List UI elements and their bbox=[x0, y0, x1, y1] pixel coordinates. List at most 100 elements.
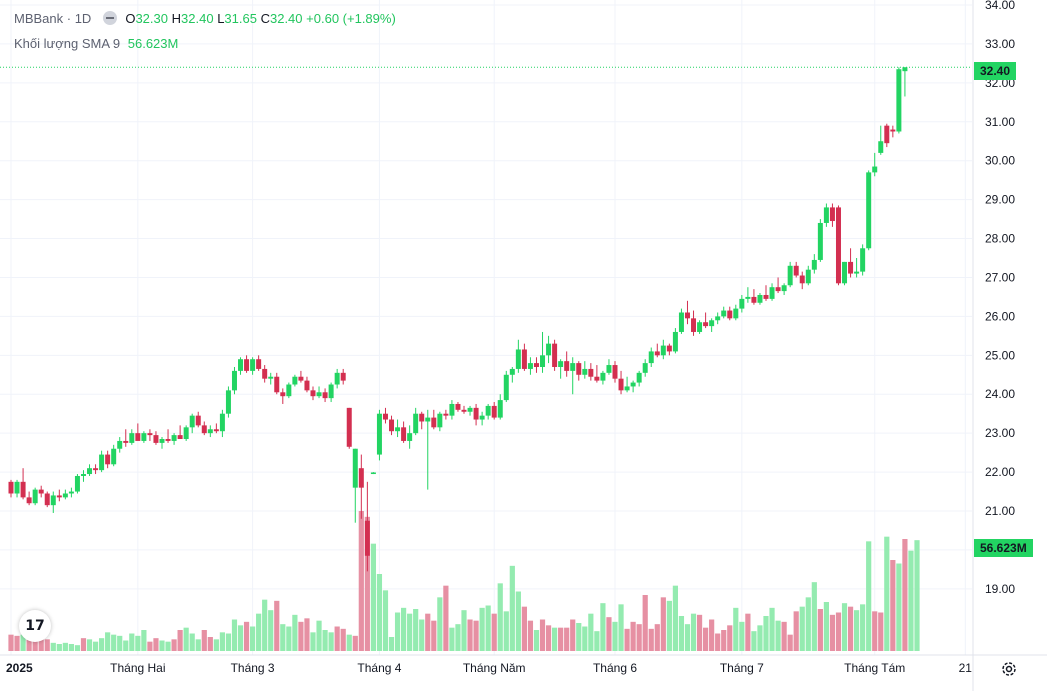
volume-bar bbox=[805, 597, 811, 651]
candle-body bbox=[171, 435, 177, 441]
volume-bar bbox=[111, 634, 117, 651]
candle-body bbox=[93, 468, 99, 471]
volume-bar bbox=[485, 605, 491, 651]
volume-bar bbox=[340, 628, 346, 651]
candle-body bbox=[310, 390, 316, 397]
candle-body bbox=[443, 413, 449, 416]
volume-bar bbox=[195, 639, 201, 651]
volume-bar bbox=[606, 617, 612, 651]
volume-bar bbox=[38, 638, 44, 651]
volume-bar bbox=[678, 616, 685, 651]
volume-bar bbox=[135, 635, 141, 651]
candle-body bbox=[189, 415, 195, 428]
candle-body bbox=[87, 468, 93, 475]
candle-body bbox=[292, 376, 298, 385]
candle-body bbox=[618, 378, 624, 391]
candle-body bbox=[576, 363, 582, 375]
candle-body bbox=[437, 413, 443, 428]
candle-body bbox=[497, 400, 503, 418]
candle-body bbox=[672, 331, 678, 352]
candle-body bbox=[401, 427, 407, 441]
candle-body bbox=[733, 308, 739, 319]
candle-body bbox=[823, 207, 829, 223]
volume-bar bbox=[847, 606, 854, 651]
candle-body bbox=[509, 368, 515, 375]
volume-bar bbox=[473, 620, 479, 651]
candle-body bbox=[757, 294, 763, 303]
volume-bar bbox=[86, 639, 93, 651]
candle-body bbox=[358, 468, 364, 488]
candle-body bbox=[709, 320, 715, 327]
volume-bar bbox=[407, 613, 413, 651]
tradingview-logo[interactable]: 17 bbox=[19, 610, 51, 642]
candle-body bbox=[449, 403, 455, 416]
y-tick-label: 19.00 bbox=[985, 582, 1015, 596]
candle-body bbox=[322, 392, 328, 399]
last-price-tag: 32.40 bbox=[974, 62, 1017, 80]
volume-sma-value: 56.623M bbox=[127, 36, 179, 51]
x-tick-label: Tháng Hai bbox=[110, 661, 165, 675]
candle-body bbox=[902, 67, 908, 72]
candle-body bbox=[817, 222, 823, 260]
y-tick-label: 25.00 bbox=[985, 348, 1015, 362]
close-label: C bbox=[260, 11, 270, 26]
candle-body bbox=[455, 403, 461, 410]
volume-bar bbox=[189, 633, 195, 651]
candle-body bbox=[225, 390, 231, 414]
volume-bar bbox=[382, 590, 389, 651]
candle-body bbox=[479, 415, 485, 420]
volume-bar bbox=[884, 536, 890, 651]
volume-bar bbox=[44, 639, 50, 651]
volume-bar bbox=[648, 628, 654, 651]
candle-body bbox=[364, 520, 370, 556]
candle-body bbox=[884, 125, 890, 144]
volume-sma-label[interactable]: Khối lượng SMA 9 bbox=[14, 36, 121, 51]
eye-hide-icon[interactable] bbox=[103, 11, 118, 25]
volume-bar bbox=[835, 612, 842, 651]
volume-bar bbox=[769, 607, 775, 651]
candle-body bbox=[195, 415, 201, 426]
candle-body bbox=[715, 316, 721, 321]
candle-body bbox=[274, 376, 280, 393]
volume-bar bbox=[684, 624, 691, 651]
volume-bar bbox=[751, 631, 757, 651]
candle-body bbox=[419, 413, 425, 422]
candle-body bbox=[600, 372, 606, 381]
candle-body bbox=[395, 427, 401, 432]
volume-bar bbox=[213, 639, 219, 651]
candle-body bbox=[570, 363, 576, 371]
y-tick-label: 31.00 bbox=[985, 115, 1015, 129]
volume-bar bbox=[304, 618, 310, 651]
candle-body bbox=[382, 413, 388, 420]
volume-bar bbox=[799, 606, 805, 651]
volume-bar bbox=[8, 634, 14, 651]
volume-bar bbox=[902, 539, 908, 651]
candle-body bbox=[872, 166, 878, 173]
volume-bar bbox=[322, 630, 328, 651]
candle-body bbox=[642, 363, 648, 373]
candle-body bbox=[38, 489, 44, 494]
candle-body bbox=[515, 349, 521, 369]
candle-body bbox=[177, 435, 183, 440]
candle-body bbox=[660, 345, 666, 356]
symbol-label[interactable]: MBBank bbox=[14, 11, 64, 26]
volume-bar bbox=[129, 633, 135, 651]
candle-body bbox=[165, 439, 171, 441]
y-tick-label: 26.00 bbox=[985, 309, 1015, 323]
y-tick-label: 30.00 bbox=[985, 154, 1015, 168]
volume-bar bbox=[262, 599, 268, 651]
volume-bar bbox=[841, 603, 848, 651]
candle-body bbox=[781, 285, 787, 292]
interval-label[interactable]: · 1D bbox=[66, 11, 92, 26]
candle-body bbox=[866, 172, 872, 249]
y-tick-label: 21.00 bbox=[985, 504, 1015, 518]
candle-body bbox=[503, 374, 509, 401]
volume-bar bbox=[280, 624, 286, 651]
volume-bar bbox=[334, 626, 340, 651]
gear-icon[interactable] bbox=[999, 659, 1019, 679]
volume-bar bbox=[153, 638, 159, 651]
candle-body bbox=[44, 493, 50, 506]
candle-body bbox=[491, 405, 497, 418]
